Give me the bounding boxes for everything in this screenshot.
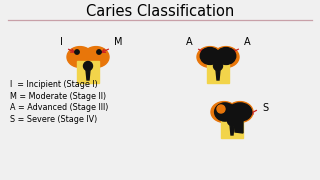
Ellipse shape (83, 47, 109, 67)
Polygon shape (230, 125, 234, 135)
Ellipse shape (217, 105, 225, 113)
Text: M: M (114, 37, 123, 47)
Text: A: A (244, 37, 251, 47)
Ellipse shape (67, 47, 93, 67)
Text: A = Advanced (Stage III): A = Advanced (Stage III) (10, 103, 108, 112)
Circle shape (228, 116, 236, 125)
Ellipse shape (213, 47, 239, 67)
Ellipse shape (200, 48, 220, 64)
Text: S: S (262, 103, 268, 113)
Circle shape (97, 50, 101, 54)
Circle shape (75, 50, 79, 54)
Ellipse shape (228, 103, 252, 121)
Polygon shape (216, 70, 220, 80)
Polygon shape (207, 61, 229, 83)
Ellipse shape (211, 102, 237, 122)
Polygon shape (234, 116, 243, 133)
Text: I  = Incipient (Stage I): I = Incipient (Stage I) (10, 80, 98, 89)
Text: I: I (60, 37, 63, 47)
Ellipse shape (216, 48, 236, 64)
Polygon shape (77, 61, 99, 83)
Text: A: A (186, 37, 193, 47)
Circle shape (84, 62, 92, 71)
Circle shape (213, 62, 222, 71)
Ellipse shape (227, 102, 253, 122)
Polygon shape (86, 70, 90, 80)
Text: M = Moderate (Stage II): M = Moderate (Stage II) (10, 91, 106, 100)
Ellipse shape (215, 103, 236, 121)
Text: Caries Classification: Caries Classification (86, 4, 234, 19)
Ellipse shape (197, 47, 223, 67)
Text: S = Severe (Stage IV): S = Severe (Stage IV) (10, 114, 97, 123)
Polygon shape (221, 116, 243, 138)
